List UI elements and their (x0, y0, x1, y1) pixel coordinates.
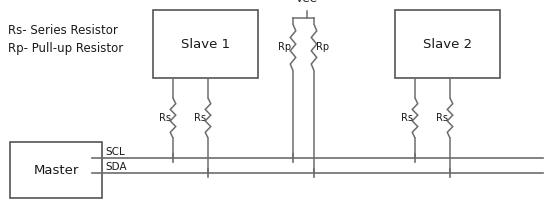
Text: Rs: Rs (159, 113, 171, 123)
Text: SCL: SCL (105, 147, 125, 157)
Bar (10, 142, 102, 198)
Text: Rp- Pull-up Resistor: Rp- Pull-up Resistor (8, 42, 123, 55)
Text: Slave 2: Slave 2 (423, 37, 472, 51)
Text: Rs: Rs (194, 113, 206, 123)
Text: Master: Master (34, 163, 79, 177)
Text: Rp: Rp (316, 42, 329, 52)
Bar (395, 10, 500, 78)
Text: Rs: Rs (436, 113, 448, 123)
Text: SDA: SDA (105, 162, 126, 172)
Text: VCC: VCC (296, 0, 318, 4)
Bar (153, 10, 258, 78)
Text: Rp: Rp (278, 42, 291, 52)
Text: Rs- Series Resistor: Rs- Series Resistor (8, 24, 118, 37)
Text: Slave 1: Slave 1 (181, 37, 230, 51)
Text: Rs: Rs (401, 113, 413, 123)
